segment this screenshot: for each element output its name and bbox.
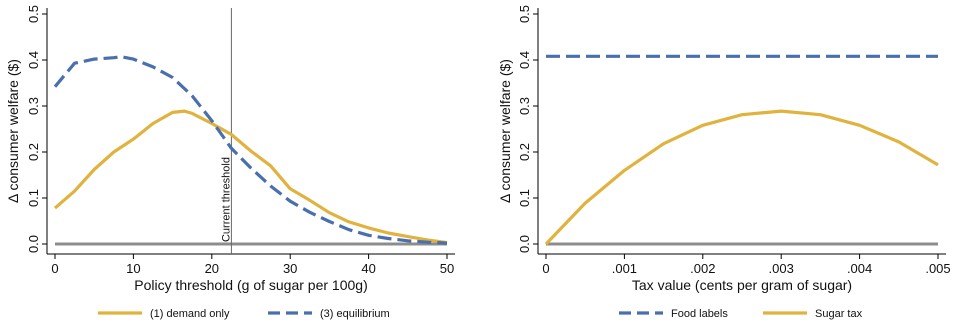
series-line-1 bbox=[53, 109, 448, 245]
x-axis-title: Policy threshold (g of sugar per 100g) bbox=[134, 277, 367, 293]
y-tick-label: 0.0 bbox=[26, 235, 41, 253]
series-line-2 bbox=[544, 109, 939, 246]
chart-panel-2: 0.0 0.1 0.2 0.3 0.4 0.5 0 .001 .002 .003 .004 .005 Δ… bbox=[497, 5, 951, 320]
y-tick-label: 0.2 bbox=[517, 143, 532, 161]
y-tick-label: 0.3 bbox=[517, 97, 532, 115]
x-tick-label: 40 bbox=[361, 261, 375, 276]
x-tick-label: 30 bbox=[283, 261, 297, 276]
x-tick-label: 0 bbox=[51, 261, 58, 276]
x-tick-label: 10 bbox=[126, 261, 140, 276]
x-tick-label: 50 bbox=[440, 261, 454, 276]
y-tick-label: 0.3 bbox=[26, 97, 41, 115]
x-tick-label: .003 bbox=[769, 261, 794, 276]
y-tick-label: 0.4 bbox=[517, 51, 532, 69]
series-line-2 bbox=[53, 55, 448, 245]
legend-label: Sugar tax bbox=[815, 308, 863, 320]
legend: Food labels Sugar tax bbox=[619, 308, 863, 320]
x-tick-label: 20 bbox=[205, 261, 219, 276]
y-tick-label: 0.4 bbox=[26, 51, 41, 69]
legend-label: (3) equilibrium bbox=[320, 308, 390, 320]
legend-label: Food labels bbox=[671, 308, 728, 320]
x-tick-label: .002 bbox=[690, 261, 715, 276]
y-tick-label: 0.5 bbox=[26, 5, 41, 23]
y-tick-label: 0.1 bbox=[26, 189, 41, 207]
x-tick-label: 0 bbox=[542, 261, 549, 276]
x-axis-title: Tax value (cents per gram of sugar) bbox=[632, 277, 852, 293]
chart-panel-1: 0.0 0.1 0.2 0.3 0.4 0.5 0 10 20 30 40 50 Δ consumer … bbox=[5, 5, 455, 320]
x-tick-label: .001 bbox=[612, 261, 637, 276]
y-tick-label: 0.2 bbox=[26, 143, 41, 161]
y-tick-label: 0.5 bbox=[517, 5, 532, 23]
current-threshold-label: Current threshold bbox=[220, 157, 232, 242]
legend-label: (1) demand only bbox=[150, 308, 230, 320]
y-axis-title: Δ consumer welfare ($) bbox=[497, 59, 513, 203]
y-tick-label: 0.0 bbox=[517, 235, 532, 253]
x-tick-label: .005 bbox=[925, 261, 950, 276]
y-tick-label: 0.1 bbox=[517, 189, 532, 207]
y-axis-title: Δ consumer welfare ($) bbox=[5, 59, 21, 203]
x-tick-label: .004 bbox=[847, 261, 872, 276]
legend: (1) demand only (3) equilibrium bbox=[98, 308, 390, 320]
